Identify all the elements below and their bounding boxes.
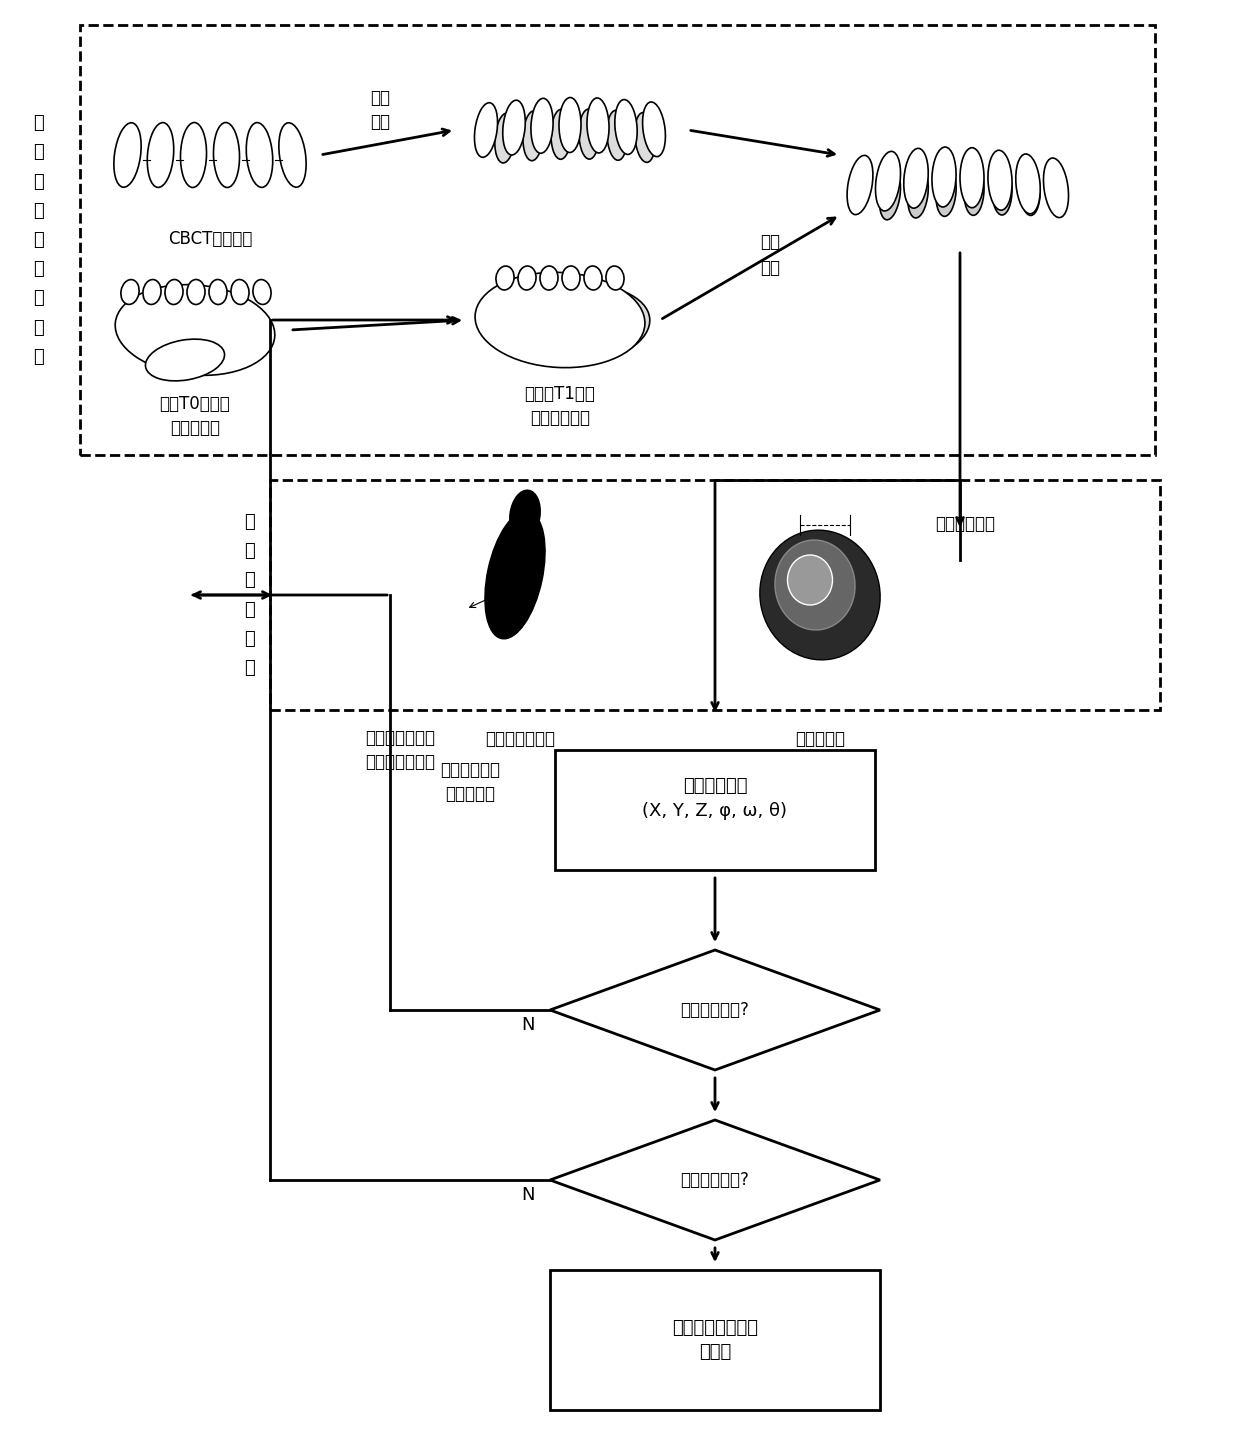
Bar: [551, 1270, 880, 1409]
Text: 正奚治疗结束?: 正奚治疗结束?: [681, 1172, 749, 1189]
Ellipse shape: [531, 98, 553, 153]
Ellipse shape: [1044, 159, 1069, 218]
Ellipse shape: [635, 112, 655, 163]
Text: N: N: [522, 1186, 534, 1205]
Ellipse shape: [760, 530, 880, 660]
Ellipse shape: [875, 151, 900, 210]
Ellipse shape: [904, 148, 929, 208]
Ellipse shape: [787, 555, 832, 605]
Text: 构建局部坐标系: 构建局部坐标系: [485, 731, 556, 748]
Ellipse shape: [642, 102, 666, 157]
Ellipse shape: [165, 280, 184, 304]
Ellipse shape: [879, 170, 900, 220]
Ellipse shape: [615, 99, 637, 154]
Ellipse shape: [500, 285, 650, 366]
Ellipse shape: [539, 267, 558, 290]
Bar: [81, 24, 1154, 455]
Text: 单
颗
牙
齿
分
析: 单 颗 牙 齿 分 析: [244, 513, 255, 677]
Ellipse shape: [936, 167, 956, 216]
Text: 重复对每颗牙
齿进行分析: 重复对每颗牙 齿进行分析: [440, 761, 500, 803]
Ellipse shape: [253, 280, 272, 304]
Ellipse shape: [247, 122, 273, 187]
Bar: [270, 480, 1159, 710]
Ellipse shape: [1016, 154, 1040, 213]
Ellipse shape: [502, 101, 526, 156]
Text: 配准
叠加: 配准 叠加: [370, 88, 391, 131]
Ellipse shape: [518, 267, 536, 290]
Ellipse shape: [960, 148, 985, 208]
Text: 配准
叠加: 配准 叠加: [760, 233, 780, 277]
Ellipse shape: [475, 102, 497, 157]
Text: 隔离单颗牙齿: 隔离单颗牙齿: [935, 514, 994, 533]
Ellipse shape: [510, 490, 541, 540]
Ellipse shape: [485, 512, 546, 638]
Ellipse shape: [908, 169, 929, 218]
Ellipse shape: [587, 98, 609, 153]
Polygon shape: [551, 950, 880, 1071]
Text: 连续的完整牙列三
维位移: 连续的完整牙列三 维位移: [672, 1319, 758, 1362]
Ellipse shape: [606, 267, 624, 290]
Ellipse shape: [213, 122, 239, 187]
Ellipse shape: [231, 280, 249, 304]
Ellipse shape: [148, 122, 174, 187]
Ellipse shape: [143, 280, 161, 304]
Text: N: N: [522, 1016, 534, 1035]
Ellipse shape: [551, 110, 570, 160]
Ellipse shape: [606, 111, 627, 160]
Ellipse shape: [562, 267, 580, 290]
Ellipse shape: [475, 272, 645, 367]
Ellipse shape: [963, 166, 985, 215]
Text: 初始T0时刻口
内扫描模型: 初始T0时刻口 内扫描模型: [160, 395, 231, 437]
Ellipse shape: [847, 156, 873, 215]
Ellipse shape: [523, 111, 543, 161]
Ellipse shape: [495, 112, 515, 163]
Ellipse shape: [210, 280, 227, 304]
Text: 计算牙齿位移
(X, Y, Z, φ, ω, θ): 计算牙齿位移 (X, Y, Z, φ, ω, θ): [642, 777, 787, 820]
Ellipse shape: [181, 122, 207, 187]
Ellipse shape: [1021, 166, 1040, 216]
Bar: [556, 749, 875, 870]
Ellipse shape: [579, 110, 599, 159]
Text: 分析所有牙齿?: 分析所有牙齿?: [681, 1001, 749, 1019]
Ellipse shape: [496, 267, 515, 290]
Ellipse shape: [775, 540, 856, 630]
Text: CBCT牙齿模型: CBCT牙齿模型: [167, 231, 252, 248]
Text: 构
建
和
叠
加
三
维
模
型: 构 建 和 叠 加 三 维 模 型: [32, 114, 43, 366]
Ellipse shape: [145, 339, 224, 380]
Text: 连续采集不同时
刻口内扫描模型: 连续采集不同时 刻口内扫描模型: [365, 729, 435, 771]
Ellipse shape: [559, 98, 582, 153]
Polygon shape: [551, 1120, 880, 1241]
Ellipse shape: [279, 122, 306, 187]
Ellipse shape: [932, 147, 956, 208]
Ellipse shape: [992, 166, 1012, 215]
Ellipse shape: [187, 280, 205, 304]
Ellipse shape: [115, 285, 275, 375]
Ellipse shape: [988, 150, 1012, 210]
Text: 治疗中T1时刻
口内扫描模型: 治疗中T1时刻 口内扫描模型: [525, 385, 595, 427]
Ellipse shape: [584, 267, 601, 290]
Text: 标记参考点: 标记参考点: [795, 731, 844, 748]
Ellipse shape: [114, 122, 141, 187]
Ellipse shape: [120, 280, 139, 304]
